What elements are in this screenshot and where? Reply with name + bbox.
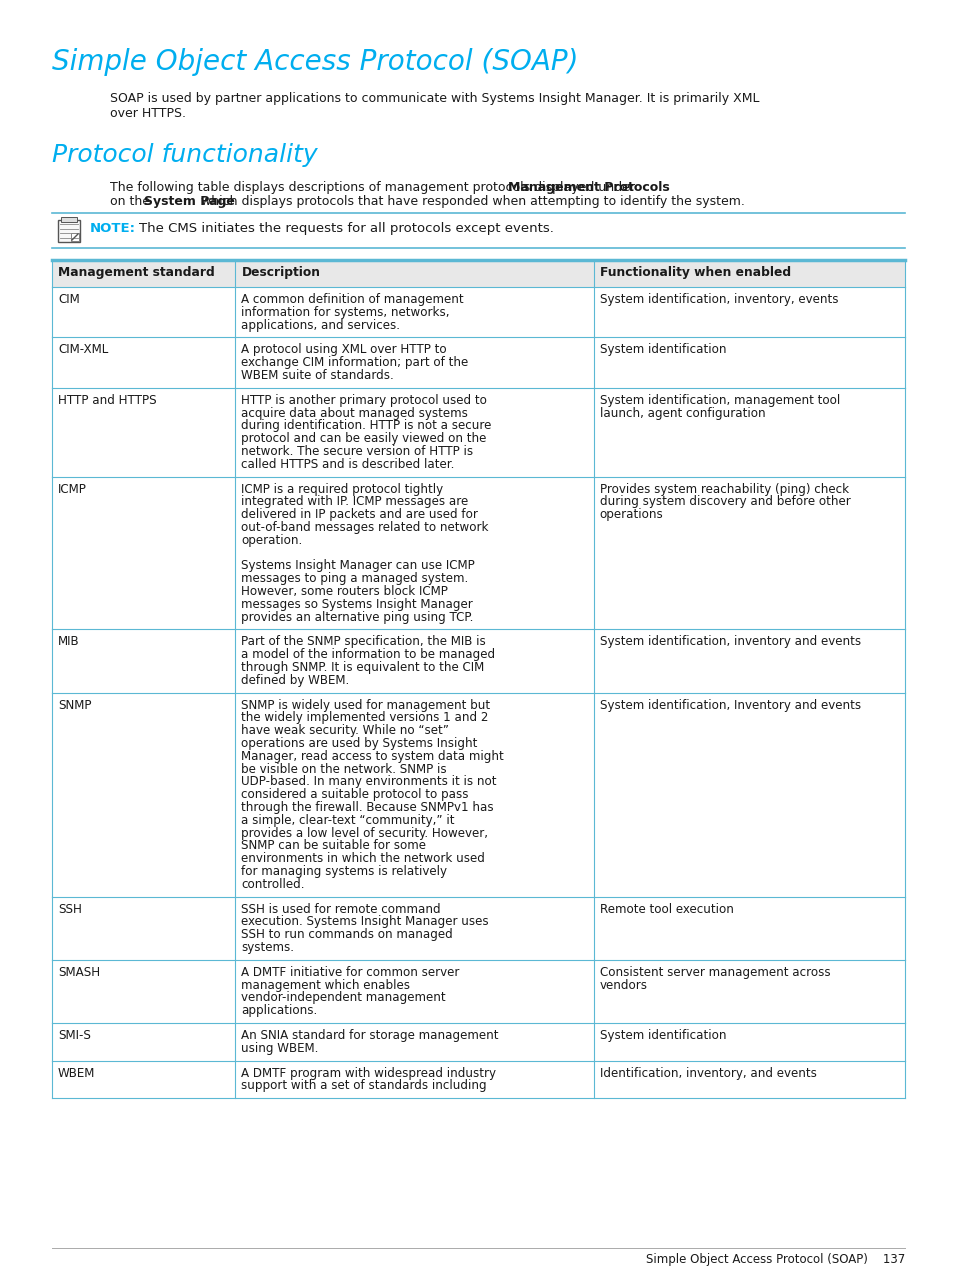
Text: The following table displays descriptions of management protocols displayed unde: The following table displays description… bbox=[110, 180, 639, 194]
Text: called HTTPS and is described later.: called HTTPS and is described later. bbox=[241, 458, 455, 470]
Text: System identification, Inventory and events: System identification, Inventory and eve… bbox=[599, 699, 860, 712]
Text: System identification, inventory and events: System identification, inventory and eve… bbox=[599, 636, 860, 648]
Text: Simple Object Access Protocol (SOAP): Simple Object Access Protocol (SOAP) bbox=[52, 48, 578, 76]
Text: Systems Insight Manager can use ICMP: Systems Insight Manager can use ICMP bbox=[241, 559, 475, 572]
Text: protocol and can be easily viewed on the: protocol and can be easily viewed on the bbox=[241, 432, 486, 445]
Text: vendors: vendors bbox=[599, 979, 647, 991]
Text: defined by WBEM.: defined by WBEM. bbox=[241, 674, 350, 686]
Text: However, some routers block ICMP: However, some routers block ICMP bbox=[241, 585, 448, 597]
Text: network. The secure version of HTTP is: network. The secure version of HTTP is bbox=[241, 445, 473, 458]
Bar bbox=[61, 217, 77, 222]
Text: Remote tool execution: Remote tool execution bbox=[599, 902, 733, 915]
Text: provides a low level of security. However,: provides a low level of security. Howeve… bbox=[241, 826, 488, 840]
Text: exchange CIM information; part of the: exchange CIM information; part of the bbox=[241, 356, 468, 369]
Text: acquire data about managed systems: acquire data about managed systems bbox=[241, 407, 468, 419]
Text: A common definition of management: A common definition of management bbox=[241, 294, 463, 306]
Text: SOAP is used by partner applications to communicate with Systems Insight Manager: SOAP is used by partner applications to … bbox=[110, 92, 759, 119]
Text: System identification: System identification bbox=[599, 343, 725, 356]
Text: information for systems, networks,: information for systems, networks, bbox=[241, 306, 450, 319]
FancyBboxPatch shape bbox=[71, 233, 79, 241]
Text: HTTP is another primary protocol used to: HTTP is another primary protocol used to bbox=[241, 394, 487, 407]
Text: System identification, inventory, events: System identification, inventory, events bbox=[599, 294, 838, 306]
Text: vendor-independent management: vendor-independent management bbox=[241, 991, 446, 1004]
Text: for managing systems is relatively: for managing systems is relatively bbox=[241, 866, 447, 878]
Text: SSH: SSH bbox=[58, 902, 82, 915]
Text: operations are used by Systems Insight: operations are used by Systems Insight bbox=[241, 737, 477, 750]
Text: launch, agent configuration: launch, agent configuration bbox=[599, 407, 764, 419]
Text: applications.: applications. bbox=[241, 1004, 317, 1017]
Text: SNMP: SNMP bbox=[58, 699, 91, 712]
Bar bbox=[58, 220, 80, 241]
Text: A DMTF program with widespread industry: A DMTF program with widespread industry bbox=[241, 1066, 496, 1079]
Text: controlled.: controlled. bbox=[241, 878, 305, 891]
Text: operations: operations bbox=[599, 508, 662, 521]
Text: Identification, inventory, and events: Identification, inventory, and events bbox=[599, 1066, 816, 1079]
Text: support with a set of standards including: support with a set of standards includin… bbox=[241, 1079, 487, 1092]
Text: WBEM suite of standards.: WBEM suite of standards. bbox=[241, 369, 394, 383]
Text: WBEM: WBEM bbox=[58, 1066, 95, 1079]
Text: through SNMP. It is equivalent to the CIM: through SNMP. It is equivalent to the CI… bbox=[241, 661, 484, 674]
Text: applications, and services.: applications, and services. bbox=[241, 319, 400, 332]
Text: considered a suitable protocol to pass: considered a suitable protocol to pass bbox=[241, 788, 469, 801]
Text: HTTP and HTTPS: HTTP and HTTPS bbox=[58, 394, 156, 407]
Text: System identification, management tool: System identification, management tool bbox=[599, 394, 839, 407]
Text: delivered in IP packets and are used for: delivered in IP packets and are used for bbox=[241, 508, 477, 521]
Text: A protocol using XML over HTTP to: A protocol using XML over HTTP to bbox=[241, 343, 447, 356]
Text: on the: on the bbox=[110, 194, 153, 208]
Text: a simple, clear-text “community,” it: a simple, clear-text “community,” it bbox=[241, 813, 455, 827]
Text: provides an alternative ping using TCP.: provides an alternative ping using TCP. bbox=[241, 610, 474, 624]
Text: SSH is used for remote command: SSH is used for remote command bbox=[241, 902, 440, 915]
Text: A DMTF initiative for common server: A DMTF initiative for common server bbox=[241, 966, 459, 979]
Bar bbox=[52, 261, 904, 287]
Text: environments in which the network used: environments in which the network used bbox=[241, 852, 485, 866]
Text: be visible on the network. SNMP is: be visible on the network. SNMP is bbox=[241, 763, 447, 775]
Text: ICMP is a required protocol tightly: ICMP is a required protocol tightly bbox=[241, 483, 443, 496]
Text: SMASH: SMASH bbox=[58, 966, 100, 979]
Text: System Page: System Page bbox=[144, 194, 234, 208]
Text: Description: Description bbox=[241, 266, 320, 280]
Text: messages so Systems Insight Manager: messages so Systems Insight Manager bbox=[241, 597, 473, 611]
Text: An SNIA standard for storage management: An SNIA standard for storage management bbox=[241, 1030, 498, 1042]
Text: systems.: systems. bbox=[241, 941, 294, 955]
Text: Management Protocols: Management Protocols bbox=[507, 180, 669, 194]
Text: management which enables: management which enables bbox=[241, 979, 410, 991]
Text: Manager, read access to system data might: Manager, read access to system data migh… bbox=[241, 750, 503, 763]
Text: Consistent server management across: Consistent server management across bbox=[599, 966, 829, 979]
Text: integrated with IP. ICMP messages are: integrated with IP. ICMP messages are bbox=[241, 496, 468, 508]
Text: Provides system reachability (ping) check: Provides system reachability (ping) chec… bbox=[599, 483, 848, 496]
Text: have weak security. While no “set”: have weak security. While no “set” bbox=[241, 724, 449, 737]
Text: execution. Systems Insight Manager uses: execution. Systems Insight Manager uses bbox=[241, 915, 489, 928]
Text: ICMP: ICMP bbox=[58, 483, 87, 496]
Text: during identification. HTTP is not a secure: during identification. HTTP is not a sec… bbox=[241, 419, 491, 432]
Text: messages to ping a managed system.: messages to ping a managed system. bbox=[241, 572, 468, 585]
Text: Protocol functionality: Protocol functionality bbox=[52, 144, 317, 167]
Text: which displays protocols that have responded when attempting to identify the sys: which displays protocols that have respo… bbox=[197, 194, 744, 208]
Text: SMI-S: SMI-S bbox=[58, 1030, 91, 1042]
Text: MIB: MIB bbox=[58, 636, 79, 648]
Text: NOTE:: NOTE: bbox=[90, 222, 136, 235]
Text: a model of the information to be managed: a model of the information to be managed bbox=[241, 648, 495, 661]
Text: CIM: CIM bbox=[58, 294, 80, 306]
Text: UDP-based. In many environments it is not: UDP-based. In many environments it is no… bbox=[241, 775, 497, 788]
Text: SNMP is widely used for management but: SNMP is widely used for management but bbox=[241, 699, 490, 712]
Text: during system discovery and before other: during system discovery and before other bbox=[599, 496, 849, 508]
Text: System identification: System identification bbox=[599, 1030, 725, 1042]
Text: out-of-band messages related to network: out-of-band messages related to network bbox=[241, 521, 488, 534]
Text: Part of the SNMP specification, the MIB is: Part of the SNMP specification, the MIB … bbox=[241, 636, 486, 648]
Text: through the firewall. Because SNMPv1 has: through the firewall. Because SNMPv1 has bbox=[241, 801, 494, 813]
Text: the widely implemented versions 1 and 2: the widely implemented versions 1 and 2 bbox=[241, 712, 488, 724]
Text: The CMS initiates the requests for all protocols except events.: The CMS initiates the requests for all p… bbox=[122, 222, 554, 235]
Text: Management standard: Management standard bbox=[58, 266, 214, 280]
Text: Simple Object Access Protocol (SOAP)    137: Simple Object Access Protocol (SOAP) 137 bbox=[645, 1253, 904, 1266]
Text: using WBEM.: using WBEM. bbox=[241, 1042, 318, 1055]
Text: CIM-XML: CIM-XML bbox=[58, 343, 108, 356]
Text: operation.: operation. bbox=[241, 534, 302, 547]
Text: SSH to run commands on managed: SSH to run commands on managed bbox=[241, 928, 453, 942]
Text: SNMP can be suitable for some: SNMP can be suitable for some bbox=[241, 839, 426, 853]
Text: Functionality when enabled: Functionality when enabled bbox=[599, 266, 790, 280]
